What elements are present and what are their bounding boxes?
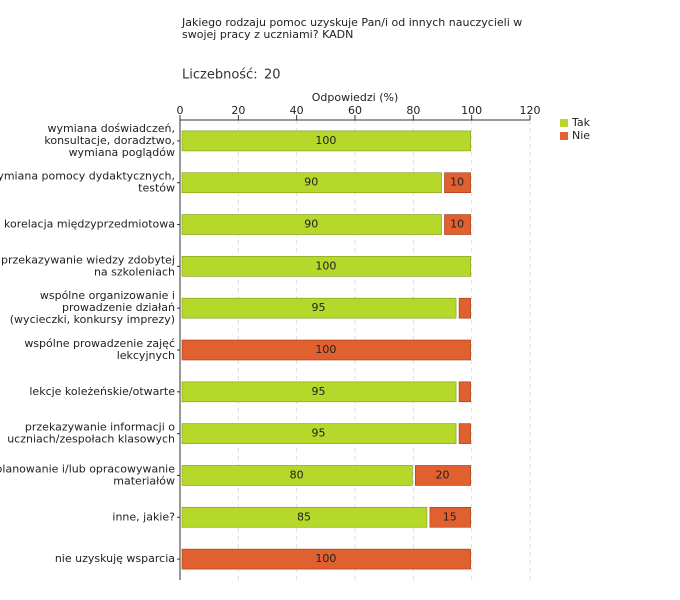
chart-title: Jakiego rodzaju pomoc uzyskuje Pan/i od … [181, 16, 522, 41]
bar [181, 506, 428, 528]
value-label: 90 [304, 176, 318, 189]
value-label: 20 [436, 468, 450, 481]
value-label: 80 [290, 468, 304, 481]
bar [458, 297, 471, 319]
x-tick-label: 60 [348, 104, 362, 117]
bar [458, 423, 471, 444]
value-label: 95 [312, 427, 326, 440]
value-label: 10 [450, 218, 464, 231]
value-label: 100 [315, 552, 336, 565]
y-tick-label: wymiana pomocy dydaktycznych, testów [0, 170, 175, 195]
bar [181, 423, 457, 444]
bar [444, 214, 471, 235]
sample-size: 20 [264, 68, 281, 83]
y-tick-label: wymiana doświadczeń, konsultacje, doradzt… [44, 122, 175, 159]
x-tick-label: 40 [290, 104, 304, 117]
value-label: 100 [315, 343, 336, 356]
bar [181, 465, 413, 486]
x-tick-label: 120 [520, 104, 541, 117]
value-label: 100 [315, 134, 336, 147]
y-tick-label: lekcje koleżeńskie/otwarte [29, 385, 175, 398]
bar [181, 172, 442, 194]
legend-swatch [560, 119, 568, 127]
value-label: 10 [450, 176, 464, 189]
bar [181, 256, 471, 277]
bar [181, 339, 471, 361]
value-label: 90 [304, 218, 318, 231]
x-tick-label: 100 [461, 104, 482, 117]
bar [458, 381, 471, 403]
sample-size-label: Liczebność: [182, 68, 258, 83]
value-label: 100 [315, 259, 336, 272]
bar [181, 297, 457, 319]
legend-swatch [560, 132, 568, 140]
bar [181, 214, 442, 235]
y-tick-label: planowanie i/lub opracowywanie materiałów [0, 462, 175, 487]
value-label: 85 [297, 510, 311, 523]
y-tick-label: nie uzyskuję wsparcia [55, 552, 175, 565]
bar [415, 465, 471, 486]
bar [429, 506, 471, 528]
x-axis-title: Odpowiedzi (%) [312, 91, 399, 104]
x-tick-label: 0 [177, 104, 184, 117]
y-tick-label: przekazywanie informacji o uczniach/zespo… [7, 421, 175, 446]
value-label: 15 [443, 510, 457, 523]
bar [181, 130, 471, 152]
y-tick-label: przekazywanie wiedzy zdobytej na szkoleni… [1, 253, 175, 278]
bar [181, 381, 457, 403]
bar [181, 548, 471, 570]
value-label: 95 [312, 301, 326, 314]
x-tick-label: 20 [231, 104, 245, 117]
legend-label: Tak [571, 116, 591, 129]
value-label: 95 [312, 385, 326, 398]
y-tick-label: wspólne organizowanie i prowadzenie dział… [10, 289, 175, 326]
y-tick-label: korelacja międzyprzedmiotowa [4, 218, 175, 231]
x-tick-label: 80 [406, 104, 420, 117]
y-tick-label: inne, jakie? [112, 510, 175, 523]
y-tick-label: wspólne prowadzenie zajęć lekcyjnych [24, 337, 175, 362]
legend-label: Nie [572, 129, 590, 142]
bar [444, 172, 471, 194]
